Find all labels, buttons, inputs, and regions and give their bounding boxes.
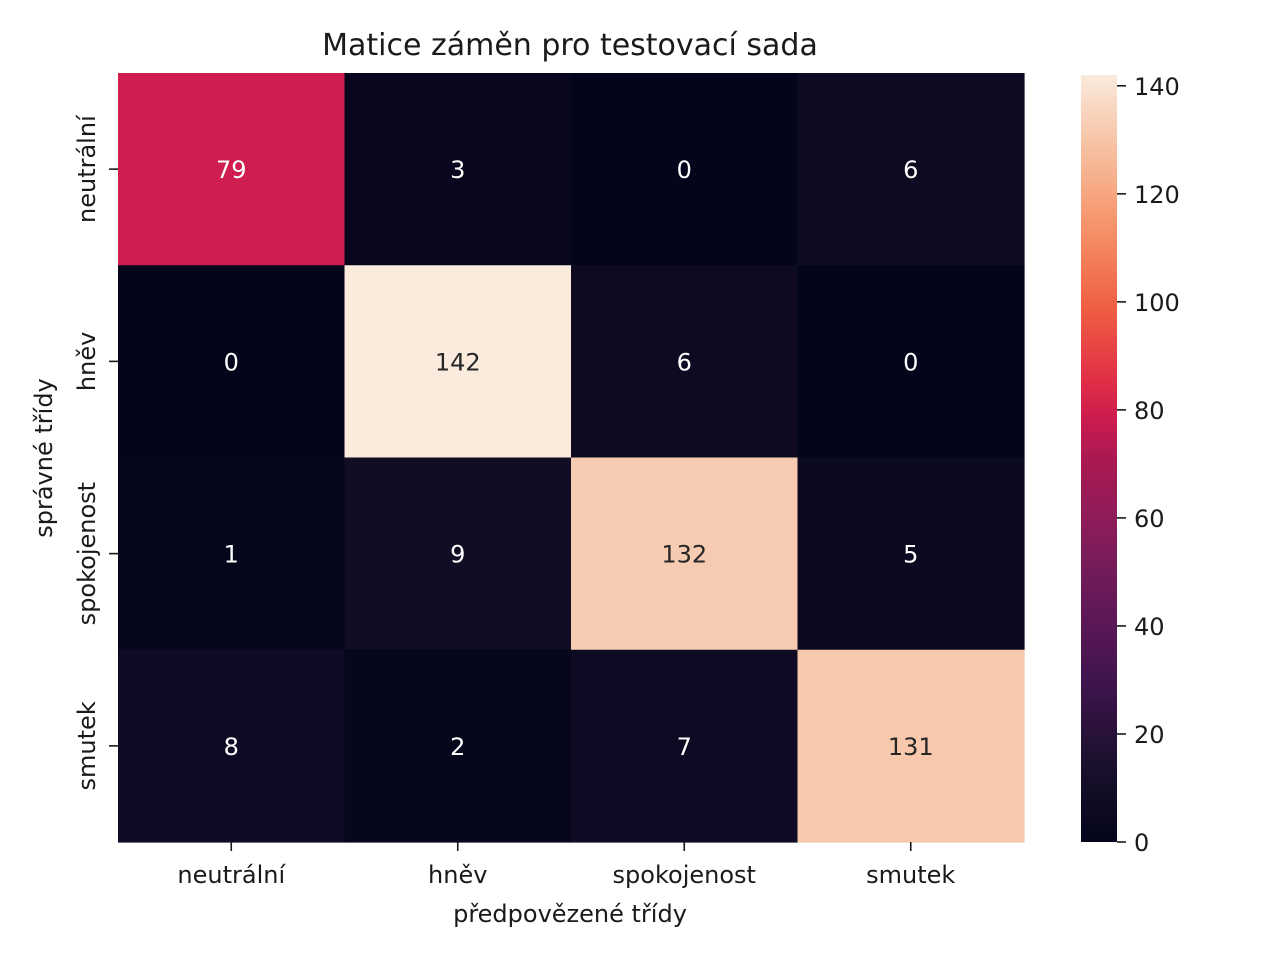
colorbar-tick-label: 100 [1134, 289, 1180, 317]
heatmap-cell [118, 265, 346, 459]
cell-value-label: 9 [450, 541, 465, 569]
x-tick-label: smutek [866, 861, 955, 889]
colorbar [1081, 75, 1117, 842]
cell-value-label: 2 [450, 733, 465, 761]
heatmap-cell [118, 73, 346, 266]
cell-value-label: 7 [677, 733, 692, 761]
colorbar-tick-label: 40 [1134, 613, 1165, 641]
heatmap-cell [797, 649, 1025, 843]
heatmap-cell [571, 73, 799, 266]
y-axis-ticks: neutrální hněv spokojenost smutek [73, 114, 118, 790]
cell-value-label: 1 [224, 541, 239, 569]
heatmap-cell [797, 457, 1025, 651]
cell-value-label: 0 [677, 156, 692, 184]
colorbar-tick-label: 20 [1134, 721, 1165, 749]
heatmap-cell [118, 457, 346, 651]
cell-value-label: 142 [435, 348, 481, 376]
colorbar-tick-label: 120 [1134, 181, 1180, 209]
y-tick-label: hněv [73, 332, 101, 391]
x-tick-label: hněv [428, 861, 487, 889]
y-tick-label: spokojenost [73, 482, 101, 625]
colorbar-tick-label: 140 [1134, 73, 1180, 101]
heatmap-cell [571, 457, 799, 651]
colorbar-tick-label: 60 [1134, 505, 1165, 533]
cell-value-label: 131 [888, 733, 934, 761]
cell-value-label: 8 [224, 733, 239, 761]
x-axis-ticks: neutrální hněv spokojenost smutek [177, 842, 955, 889]
heatmap-cell [344, 649, 572, 843]
x-tick-label: spokojenost [613, 861, 756, 889]
cell-value-label: 6 [903, 156, 918, 184]
heatmap-cell [571, 265, 799, 459]
cell-value-label: 0 [903, 348, 918, 376]
heatmap-cell [797, 265, 1025, 459]
chart-title: Matice záměn pro testovací sada [322, 28, 818, 63]
cell-value-label: 5 [903, 541, 918, 569]
cell-value-label: 79 [216, 156, 247, 184]
colorbar-ticks: 0 20 40 60 80 100 120 140 [1117, 73, 1180, 857]
heatmap-cells [118, 73, 1025, 843]
x-axis-label: předpovězené třídy [453, 900, 687, 928]
heatmap-cell [571, 649, 799, 843]
cell-value-label: 132 [661, 541, 707, 569]
colorbar-tick-label: 0 [1134, 829, 1149, 857]
heatmap-cell [118, 649, 346, 843]
cell-value-label: 3 [450, 156, 465, 184]
x-tick-label: neutrální [177, 861, 286, 889]
cell-value-label: 0 [224, 348, 239, 376]
y-axis-label: správné třídy [30, 378, 58, 538]
heatmap-cell [797, 73, 1025, 266]
cell-value-labels: 79 3 0 6 0 142 6 0 1 9 132 5 8 2 7 131 [216, 156, 934, 761]
y-tick-label: neutrální [73, 114, 101, 223]
heatmap-cell [344, 265, 572, 459]
heatmap-cell [344, 73, 572, 266]
colorbar-tick-label: 80 [1134, 397, 1165, 425]
cell-value-label: 6 [677, 348, 692, 376]
y-tick-label: smutek [73, 701, 101, 790]
heatmap-cell [344, 457, 572, 651]
